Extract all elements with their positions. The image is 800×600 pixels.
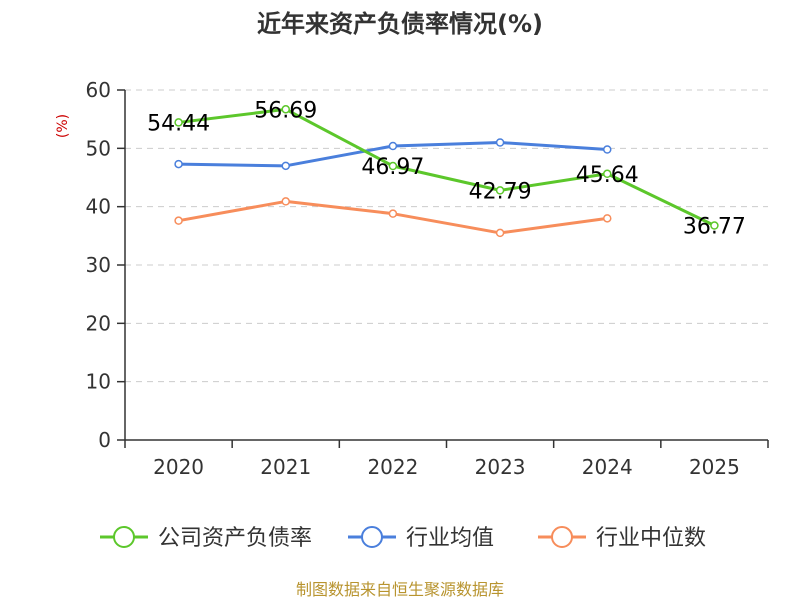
- data-point: [281, 161, 290, 171]
- data-label: 54.44: [147, 111, 210, 136]
- legend-item-1[interactable]: 行业均值: [348, 526, 494, 551]
- y-axis-label: (%): [55, 114, 71, 138]
- data-point: [603, 169, 612, 179]
- data-point: [603, 145, 612, 154]
- data-label: 42.79: [469, 179, 532, 204]
- data-point: [495, 186, 505, 195]
- chart-title: 近年来资产负债率情况(%): [257, 10, 543, 38]
- legend-item-0[interactable]: 公司资产负债率: [100, 526, 312, 551]
- y-tick-label: 10: [86, 370, 111, 394]
- x-tick-label: 2021: [260, 455, 311, 479]
- y-tick-label: 50: [86, 136, 111, 160]
- data-point: [495, 138, 505, 147]
- data-label: 45.64: [576, 163, 639, 188]
- y-tick-label: 30: [86, 253, 111, 277]
- legend-marker: [551, 526, 573, 548]
- y-tick-label: 60: [86, 78, 111, 102]
- series-line-0: [178, 107, 716, 227]
- data-point: [174, 216, 183, 225]
- y-tick-label: 0: [98, 428, 111, 452]
- data-point: [281, 197, 290, 206]
- x-tick-label: 2025: [689, 455, 740, 479]
- data-point: [495, 228, 505, 238]
- data-point: [603, 214, 612, 223]
- data-point: [174, 159, 183, 169]
- legend-marker: [361, 526, 383, 548]
- data-point: [281, 105, 290, 114]
- y-tick-label: 20: [86, 311, 111, 335]
- x-tick-label: 2020: [153, 455, 204, 479]
- x-tick-label: 2022: [367, 455, 418, 479]
- data-labels: 54.44 56.69 46.97 42.79 45.64 36.77: [147, 98, 746, 239]
- data-point: [388, 161, 398, 171]
- axes: 0 10 20 30 40 50 60 2020 2021 2022 2023 2024 2025: [86, 78, 769, 479]
- x-tick-label: 2024: [582, 455, 633, 479]
- legend-item-2[interactable]: 行业中位数: [538, 526, 706, 551]
- data-point: [388, 209, 398, 218]
- data-label: 46.97: [361, 155, 424, 180]
- data-point: [388, 141, 398, 151]
- legend-label: 行业均值: [406, 526, 494, 551]
- legend-label: 公司资产负债率: [158, 526, 312, 551]
- data-label: 56.69: [254, 98, 317, 123]
- data-point: [710, 221, 719, 230]
- legend-label: 行业中位数: [596, 526, 706, 551]
- source-note: 制图数据来自恒生聚源数据库: [296, 580, 504, 599]
- grid-lines: [125, 89, 768, 383]
- legend-marker: [113, 526, 135, 548]
- x-tick-label: 2023: [475, 455, 526, 479]
- data-label: 36.77: [683, 215, 746, 240]
- series-layer: [174, 105, 719, 238]
- legend[interactable]: 公司资产负债率 行业均值 行业中位数: [100, 526, 706, 551]
- y-tick-label: 40: [86, 195, 111, 219]
- data-point: [174, 118, 183, 127]
